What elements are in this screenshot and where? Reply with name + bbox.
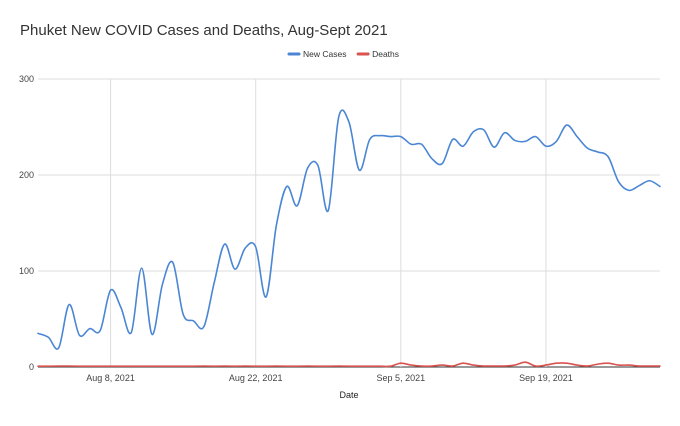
x-tick-label: Aug 8, 2021 (86, 373, 135, 383)
x-tick-label: Aug 22, 2021 (229, 373, 283, 383)
x-tick-label: Sep 5, 2021 (377, 373, 426, 383)
x-axis-label: Date (339, 390, 358, 400)
y-tick-label: 0 (29, 362, 34, 372)
y-tick-label: 100 (19, 266, 34, 276)
chart-title: Phuket New COVID Cases and Deaths, Aug-S… (20, 22, 388, 39)
legend-label: New Cases (303, 49, 346, 59)
legend: New Cases Deaths (287, 49, 399, 59)
y-tick-label: 200 (19, 170, 34, 180)
x-axis-ticks: Aug 8, 2021 Aug 22, 2021 Sep 5, 2021 Sep 19… (86, 373, 572, 383)
legend-label: Deaths (372, 49, 399, 59)
x-tick-label: Sep 19, 2021 (519, 373, 573, 383)
series-line-new-cases (37, 109, 661, 350)
y-axis-ticks: 0 100 200 300 (19, 74, 34, 372)
y-tick-label: 300 (19, 74, 34, 84)
series-lines (37, 109, 661, 368)
series-line-deaths (37, 361, 661, 368)
